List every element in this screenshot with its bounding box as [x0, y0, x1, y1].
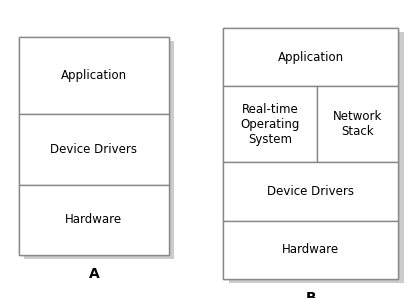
Text: Application: Application	[61, 69, 127, 82]
Bar	[19, 114, 169, 185]
Text: Network
Stack: Network Stack	[333, 110, 382, 138]
Bar	[229, 32, 404, 283]
Text: Device Drivers: Device Drivers	[50, 143, 137, 156]
Text: Application: Application	[278, 51, 344, 63]
Bar	[19, 37, 169, 114]
Bar	[223, 162, 398, 221]
Bar	[24, 41, 174, 259]
Bar	[223, 28, 398, 86]
Bar	[223, 28, 398, 279]
Text: Hardware: Hardware	[65, 213, 122, 226]
Text: B: B	[305, 291, 316, 298]
Bar	[19, 37, 169, 255]
Text: Real-time
Operating
System: Real-time Operating System	[240, 103, 300, 145]
Bar	[19, 185, 169, 255]
Text: Device Drivers: Device Drivers	[267, 185, 354, 198]
Bar	[223, 86, 317, 162]
Text: A: A	[88, 267, 99, 281]
Bar	[317, 86, 398, 162]
Text: Hardware: Hardware	[282, 243, 339, 256]
Bar	[223, 221, 398, 279]
